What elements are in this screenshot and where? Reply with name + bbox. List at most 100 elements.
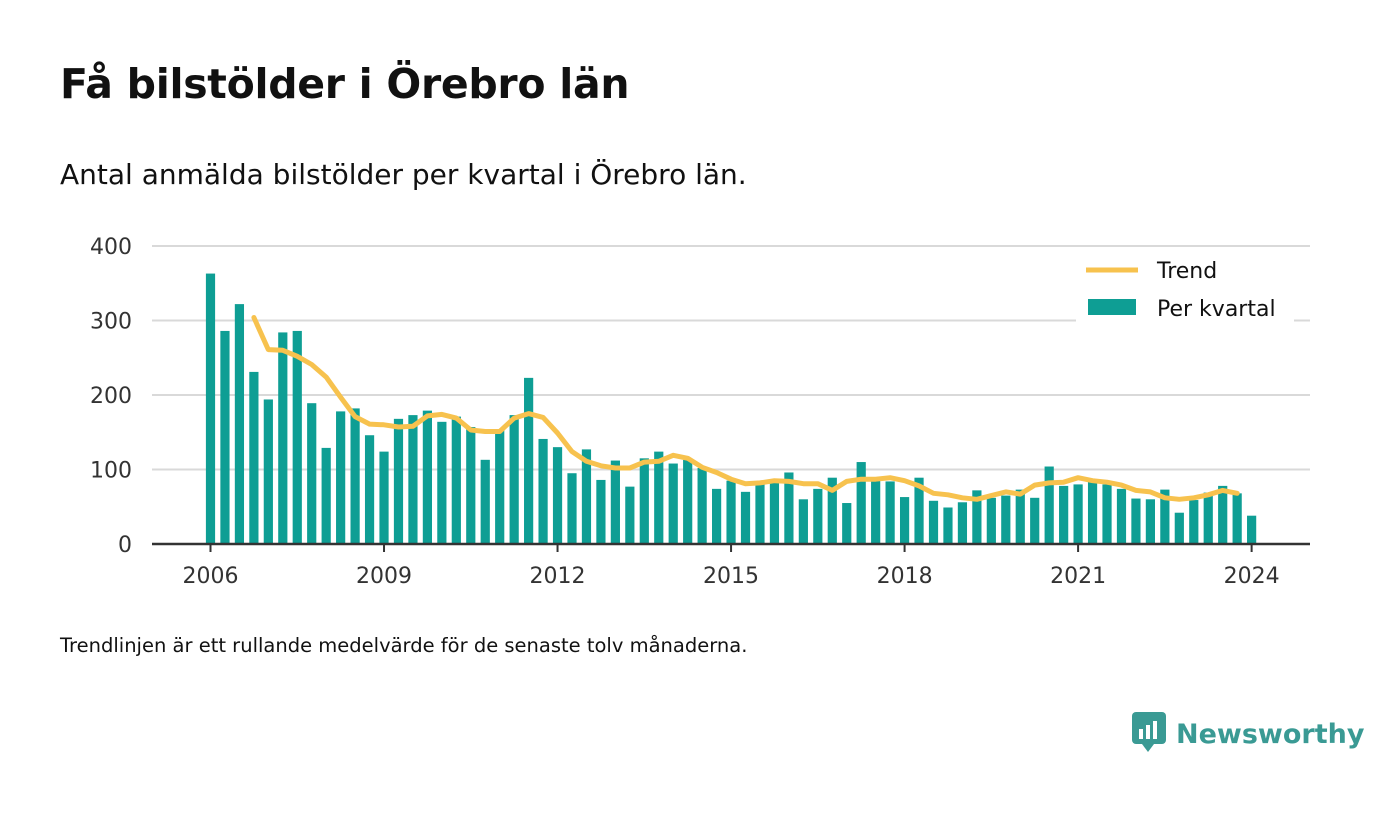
bar (827, 477, 837, 544)
bar (234, 304, 245, 544)
bar (813, 488, 823, 544)
bar (408, 415, 418, 544)
bar (451, 416, 461, 544)
bar (1102, 484, 1112, 544)
bar (1160, 489, 1170, 544)
bar (1044, 466, 1054, 544)
y-tick-label: 100 (90, 459, 132, 484)
bar (654, 451, 664, 544)
bar (480, 459, 490, 544)
bar (957, 502, 968, 544)
bar (1218, 485, 1228, 544)
bar (986, 497, 996, 544)
bar (740, 491, 751, 544)
bar (1203, 492, 1213, 544)
bar (1015, 489, 1025, 544)
legend-trend-label: Trend (1156, 259, 1217, 284)
chart-title: Få bilstölder i Örebro län (60, 60, 630, 108)
bar (379, 451, 389, 544)
x-tick-label: 2006 (183, 564, 239, 589)
bar (437, 421, 447, 544)
brand-logo: Newsworthy (1132, 712, 1364, 757)
bar (1174, 512, 1184, 544)
legend-bar-label: Per kvartal (1157, 297, 1276, 322)
bar (263, 399, 273, 544)
bar (220, 330, 230, 544)
bar (249, 371, 259, 544)
y-tick-label: 200 (90, 384, 132, 409)
bar (1145, 499, 1155, 544)
bar (509, 415, 519, 544)
x-tick-label: 2009 (356, 564, 412, 589)
bar (943, 507, 953, 544)
bar (1232, 493, 1242, 544)
bar-series (205, 273, 1257, 544)
bar (972, 490, 982, 544)
bar (292, 330, 302, 544)
bar (422, 410, 432, 544)
bar (321, 447, 331, 544)
bar (1059, 485, 1069, 544)
bar (393, 418, 404, 544)
bar (610, 460, 620, 544)
bar (336, 411, 346, 544)
y-tick-label: 400 (90, 235, 132, 260)
bar (307, 403, 317, 544)
bar (784, 472, 794, 544)
bar (524, 377, 534, 544)
x-tick-label: 2015 (703, 564, 759, 589)
bar (350, 408, 360, 544)
legend-bar-swatch (1088, 299, 1136, 315)
bar (278, 332, 288, 544)
bar (639, 458, 649, 544)
bar (205, 273, 216, 544)
bar (712, 488, 722, 544)
y-tick-label: 0 (118, 533, 132, 558)
bar (928, 500, 939, 544)
bar (567, 473, 577, 544)
x-tick-label: 2012 (530, 564, 586, 589)
bar (1030, 497, 1040, 544)
bar (1131, 498, 1141, 544)
bar (1189, 500, 1199, 544)
legend: Trend Per kvartal (1076, 252, 1294, 324)
chart-subtitle: Antal anmälda bilstölder per kvartal i Ö… (60, 158, 747, 191)
bar (538, 438, 548, 544)
x-tick-label: 2024 (1224, 564, 1280, 589)
bar (1247, 515, 1257, 544)
bar (899, 497, 910, 544)
bar (726, 480, 736, 544)
bar (625, 486, 635, 544)
bar (1116, 488, 1127, 544)
bar (1087, 480, 1098, 544)
brand-name: Newsworthy (1176, 719, 1365, 750)
bar (1001, 495, 1011, 544)
bar (885, 481, 895, 544)
bar (871, 480, 881, 544)
trend-series (251, 315, 1240, 502)
bar (495, 430, 505, 544)
bar (552, 447, 563, 544)
bar (856, 462, 866, 544)
bar (755, 482, 765, 544)
axes: 0 100 200 300 400 2006 2009 2012 2015 2018 2021 202… (90, 235, 1310, 589)
bar (364, 435, 375, 544)
bar (798, 499, 808, 544)
bar (1073, 484, 1083, 544)
bar (596, 479, 606, 544)
bar (683, 459, 693, 544)
newsworthy-logo-icon (1132, 712, 1166, 757)
x-tick-label: 2018 (877, 564, 933, 589)
y-tick-label: 300 (90, 310, 132, 335)
bar (697, 468, 707, 544)
bar (914, 477, 924, 544)
bar (581, 449, 592, 544)
footnote: Trendlinjen är ett rullande medelvärde f… (60, 634, 748, 657)
x-tick-label: 2021 (1050, 564, 1106, 589)
bar (842, 503, 852, 544)
bar (466, 427, 476, 544)
bar (668, 463, 678, 544)
bar (769, 482, 780, 544)
trend-line (251, 315, 1240, 502)
